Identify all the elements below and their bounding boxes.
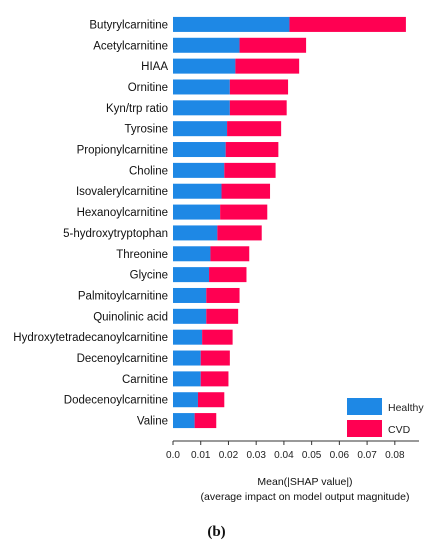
- legend-label-cvd: CVD: [388, 424, 411, 436]
- x-tick-label: 0.05: [302, 450, 322, 461]
- bar-cvd-5-hydroxytryptophan: [217, 225, 262, 241]
- bars-group: [173, 16, 406, 429]
- category-label-acetylcarnitine: Acetylcarnitine: [93, 40, 168, 52]
- figure-caption: (b): [207, 524, 226, 540]
- bar-cvd-palmitoylcarnitine: [206, 287, 240, 303]
- x-tick-label: 0.03: [246, 450, 266, 461]
- category-label-carnitine: Carnitine: [122, 374, 168, 386]
- bar-cvd-valine: [194, 413, 217, 429]
- bar-cvd-butyrylcarnitine: [289, 16, 406, 32]
- category-label-propionylcarnitine: Propionylcarnitine: [77, 145, 168, 157]
- category-label-dodecenoylcarnitine: Dodecenoylcarnitine: [64, 395, 168, 407]
- bar-cvd-isovalerylcarnitine: [221, 183, 271, 199]
- category-label-quinolinic-acid: Quinolinic acid: [93, 311, 168, 323]
- category-labels: Butyrylcarnitine Acetylcarnitine HIAA Ornit…: [13, 19, 168, 427]
- legend-swatch-cvd: [347, 420, 382, 437]
- category-label-kyn-trp-ratio: Kyn/trp ratio: [106, 103, 168, 115]
- bar-healthy-threonine: [173, 246, 211, 262]
- category-label-threonine: Threonine: [116, 249, 168, 261]
- category-label-isovalerylcarnitine: Isovalerylcarnitine: [76, 186, 168, 198]
- x-tick-label: 0.01: [191, 450, 211, 461]
- bar-healthy-hydroxytetradecanoylcarnitine: [173, 329, 203, 345]
- bar-cvd-decenoylcarnitine: [200, 350, 230, 366]
- category-label-tyrosine: Tyrosine: [125, 124, 168, 136]
- bar-healthy-decenoylcarnitine: [173, 350, 201, 366]
- bar-cvd-quinolinic-acid: [206, 308, 239, 324]
- bar-healthy-propionylcarnitine: [173, 142, 226, 158]
- category-label-glycine: Glycine: [130, 270, 168, 282]
- bar-cvd-propionylcarnitine: [225, 142, 279, 158]
- bar-healthy-ornitine: [173, 79, 230, 95]
- bar-healthy-hiaa: [173, 58, 236, 74]
- bar-cvd-dodecenoylcarnitine: [197, 392, 225, 408]
- category-label-ornitine: Ornitine: [128, 82, 168, 94]
- shap-bar-chart: Butyrylcarnitine Acetylcarnitine HIAA Ornit…: [13, 16, 424, 503]
- x-tick-label: 0.06: [330, 450, 350, 461]
- bar-healthy-dodecenoylcarnitine: [173, 392, 198, 408]
- bar-cvd-hiaa: [235, 58, 300, 74]
- x-axis-title: Mean(|SHAP value|): [257, 476, 352, 488]
- bar-healthy-palmitoylcarnitine: [173, 287, 207, 303]
- bar-cvd-threonine: [210, 246, 250, 262]
- bar-healthy-valine: [173, 413, 195, 429]
- legend: Healthy CVD: [347, 398, 424, 437]
- x-axis-ticks: 0.0 0.01 0.02 0.03 0.04 0.05 0.06 0.07 0.08: [166, 441, 405, 461]
- x-tick-label: 0.08: [385, 450, 405, 461]
- bar-cvd-choline: [224, 162, 276, 178]
- bar-healthy-5-hydroxytryptophan: [173, 225, 218, 241]
- bar-cvd-kyn-trp-ratio: [229, 100, 287, 116]
- x-tick-label: 0.04: [274, 450, 294, 461]
- category-label-hexanoylcarnitine: Hexanoylcarnitine: [77, 207, 168, 219]
- bar-cvd-carnitine: [200, 371, 229, 387]
- legend-label-healthy: Healthy: [388, 402, 424, 414]
- bar-cvd-hexanoylcarnitine: [220, 204, 268, 220]
- x-tick-label: 0.07: [357, 450, 377, 461]
- bar-healthy-glycine: [173, 267, 210, 283]
- bar-healthy-butyrylcarnitine: [173, 16, 290, 32]
- category-label-5-hydroxytryptophan: 5-hydroxytryptophan: [63, 228, 168, 240]
- bar-healthy-kyn-trp-ratio: [173, 100, 230, 116]
- x-axis-subtitle: (average impact on model output magnitud…: [201, 491, 410, 503]
- x-tick-label: 0.02: [219, 450, 239, 461]
- bar-cvd-acetylcarnitine: [239, 37, 307, 53]
- category-label-palmitoylcarnitine: Palmitoylcarnitine: [78, 290, 168, 302]
- bar-cvd-ornitine: [229, 79, 289, 95]
- bar-healthy-choline: [173, 162, 225, 178]
- bar-cvd-tyrosine: [227, 121, 282, 137]
- legend-swatch-healthy: [347, 398, 382, 415]
- bar-healthy-acetylcarnitine: [173, 37, 240, 53]
- category-label-decenoylcarnitine: Decenoylcarnitine: [77, 353, 168, 365]
- category-label-choline: Choline: [129, 165, 168, 177]
- bar-healthy-hexanoylcarnitine: [173, 204, 221, 220]
- category-label-hydroxytetradecanoylcarnitine: Hydroxytetradecanoylcarnitine: [13, 332, 168, 344]
- category-label-hiaa: HIAA: [141, 61, 168, 73]
- category-label-butyrylcarnitine: Butyrylcarnitine: [89, 19, 168, 31]
- bar-cvd-hydroxytetradecanoylcarnitine: [202, 329, 233, 345]
- x-tick-label: 0.0: [166, 450, 180, 461]
- bar-cvd-glycine: [209, 267, 247, 283]
- bar-healthy-carnitine: [173, 371, 201, 387]
- bar-healthy-tyrosine: [173, 121, 228, 137]
- bar-healthy-isovalerylcarnitine: [173, 183, 222, 199]
- bar-healthy-quinolinic-acid: [173, 308, 207, 324]
- category-label-valine: Valine: [137, 416, 168, 428]
